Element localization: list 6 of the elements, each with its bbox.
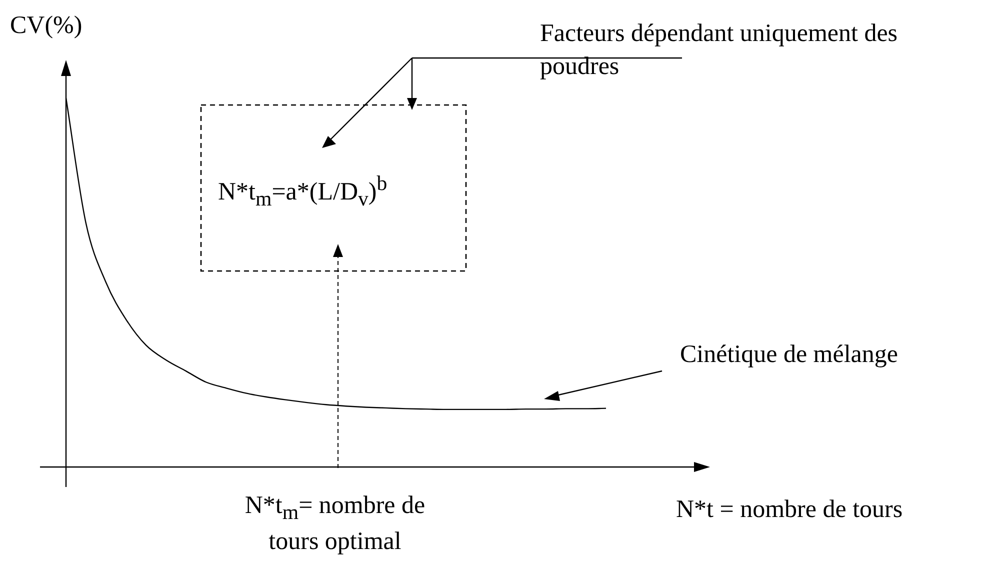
x-axis-title: N*t = nombre de tours [676, 495, 903, 525]
annotation: Cinétique de mélange [680, 340, 898, 370]
y-axis-title: CV(%) [10, 11, 82, 41]
annotation: N*t$_{m}$=a*(L/D$_{v}$)$^{b}$ [218, 170, 388, 212]
text: Facteurs dépendant uniquement des poudres [540, 19, 899, 82]
text: N*t$_{m}$= nombre de tours optimal [244, 491, 426, 558]
